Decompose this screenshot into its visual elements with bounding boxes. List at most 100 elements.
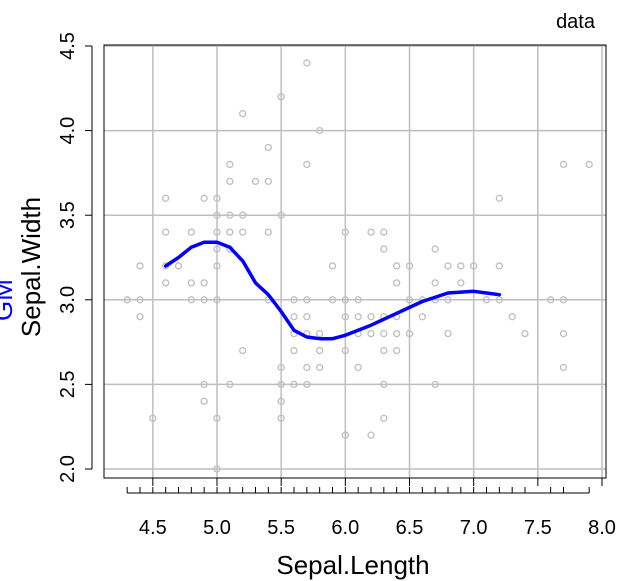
data-point xyxy=(303,160,311,169)
scatter-points xyxy=(123,59,593,473)
data-point xyxy=(354,296,362,304)
data-point xyxy=(418,313,426,321)
data-point xyxy=(393,329,401,338)
data-point xyxy=(431,245,439,253)
data-point xyxy=(277,414,285,422)
data-point xyxy=(213,228,221,236)
data-point xyxy=(380,245,388,253)
data-point xyxy=(495,262,503,270)
x-tick-label: 5.5 xyxy=(267,517,295,539)
data-point xyxy=(162,194,170,202)
data-point xyxy=(547,296,555,304)
data-point xyxy=(367,313,375,321)
data-point xyxy=(431,380,439,389)
data-point xyxy=(354,363,362,372)
x-axis-title: Sepal.Length xyxy=(276,550,429,580)
data-point xyxy=(136,296,144,304)
data-point xyxy=(380,380,388,389)
data-point xyxy=(393,262,401,270)
data-point xyxy=(226,211,234,219)
data-point xyxy=(444,262,452,270)
data-point xyxy=(277,380,285,389)
data-point xyxy=(200,279,208,287)
y-axis-title: Sepal.Width xyxy=(16,197,46,337)
data-point xyxy=(239,110,247,118)
data-point xyxy=(444,296,452,304)
data-point xyxy=(200,296,208,304)
data-point xyxy=(380,346,388,355)
data-point xyxy=(277,93,285,101)
data-point xyxy=(316,329,324,338)
data-point xyxy=(226,380,234,389)
data-point xyxy=(123,296,131,304)
x-tick-label: 6.5 xyxy=(396,517,424,539)
data-point xyxy=(482,296,491,304)
data-point xyxy=(405,262,414,270)
data-point xyxy=(277,211,285,219)
rug xyxy=(126,487,590,494)
data-point xyxy=(303,59,311,67)
data-point xyxy=(328,296,337,304)
x-tick-label: 8.0 xyxy=(588,517,616,539)
data-point xyxy=(149,414,157,422)
data-point xyxy=(393,279,401,287)
data-point xyxy=(316,363,324,372)
x-tick-label: 7.0 xyxy=(460,517,488,539)
data-point xyxy=(200,397,208,405)
y-tick-label: 4.5 xyxy=(57,32,79,60)
data-point xyxy=(213,414,221,422)
data-point xyxy=(405,296,414,304)
data-point xyxy=(239,211,247,219)
data-point xyxy=(303,296,311,304)
data-point xyxy=(495,296,503,304)
data-point xyxy=(559,363,568,372)
data-point xyxy=(367,431,375,439)
data-point xyxy=(380,414,388,422)
data-point xyxy=(521,329,529,338)
data-point xyxy=(187,296,195,304)
data-point xyxy=(303,313,311,321)
x-tick-label: 5.0 xyxy=(203,517,231,539)
y-axis: 2.0 2.5 3.0 3.5 4.0 4.5 xyxy=(57,32,93,483)
data-point xyxy=(444,329,452,338)
data-point xyxy=(226,177,234,186)
y-tick-label: 2.5 xyxy=(57,370,79,398)
data-point xyxy=(303,363,311,372)
data-point xyxy=(251,177,260,186)
data-point xyxy=(367,329,375,338)
data-point xyxy=(316,126,324,135)
data-point xyxy=(187,228,195,236)
data-point xyxy=(213,262,221,270)
data-point xyxy=(328,262,337,270)
data-point xyxy=(393,346,401,355)
data-point xyxy=(290,380,298,389)
data-point xyxy=(174,262,183,270)
x-tick-label: 4.5 xyxy=(139,517,167,539)
series-line xyxy=(163,240,502,341)
data-point xyxy=(559,329,568,338)
data-point xyxy=(277,397,285,405)
data-point xyxy=(508,313,516,321)
data-point xyxy=(213,245,221,253)
data-point xyxy=(290,313,298,321)
data-point xyxy=(290,346,298,355)
data-point xyxy=(559,160,568,169)
data-point xyxy=(277,363,285,372)
data-point xyxy=(470,262,478,270)
data-point xyxy=(316,346,324,355)
y-tick-label: 3.5 xyxy=(57,201,79,229)
data-point xyxy=(162,279,170,287)
plot-frame xyxy=(103,44,607,479)
data-point xyxy=(213,465,221,473)
x-tick-label: 7.5 xyxy=(524,517,552,539)
data-point xyxy=(264,177,272,186)
data-point xyxy=(367,228,375,236)
data-point xyxy=(187,279,195,287)
data-point xyxy=(226,160,234,169)
data-point xyxy=(431,279,439,287)
x-tick-label: 6.0 xyxy=(331,517,359,539)
data-point xyxy=(200,194,208,202)
y-axis-extra-label: GM xyxy=(0,279,18,321)
fit-curve xyxy=(163,240,502,341)
